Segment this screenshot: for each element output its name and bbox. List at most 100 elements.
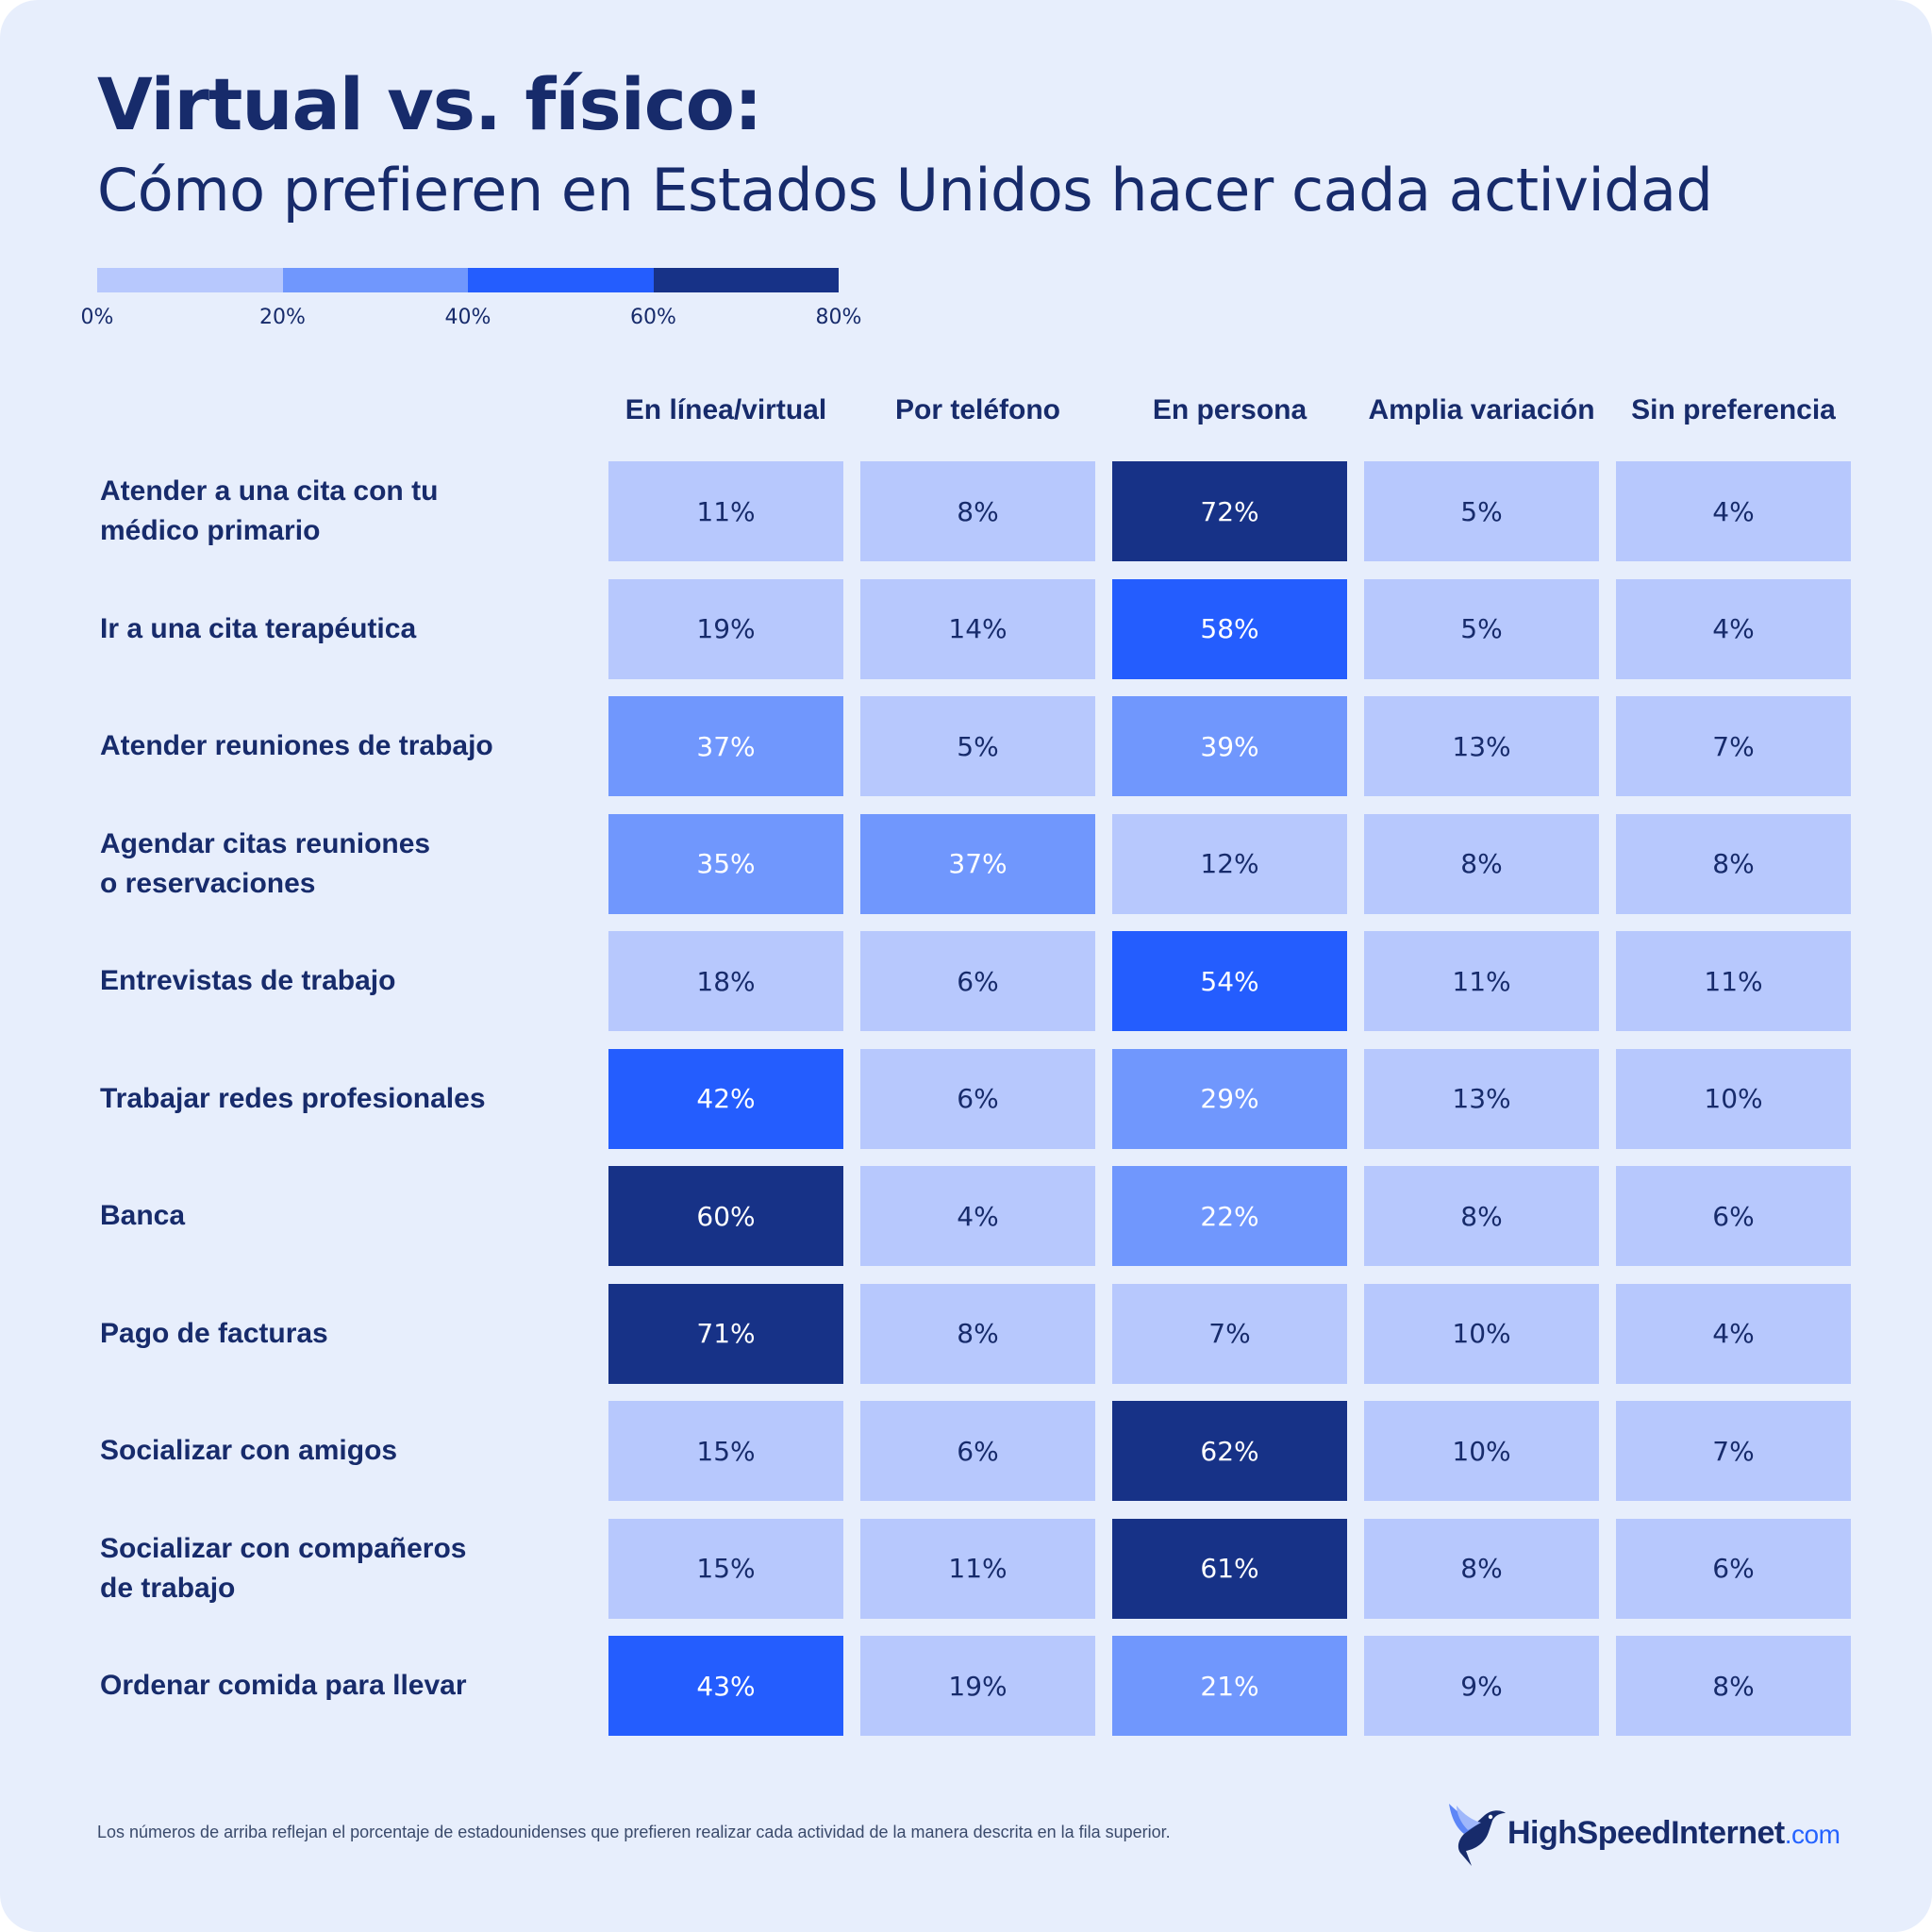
- heatmap-cell: 11%: [1364, 931, 1599, 1031]
- row-label: Socializar con compañeros de trabajo: [100, 1532, 467, 1604]
- cell-value-label: 4%: [957, 1200, 999, 1232]
- cell-value-label: 6%: [957, 1083, 999, 1114]
- legend-tick-label: 60%: [630, 306, 676, 329]
- heatmap-cell: 58%: [1112, 578, 1347, 679]
- cell-value-label: 72%: [1200, 495, 1259, 527]
- column-header: En línea/virtual: [625, 394, 827, 425]
- heatmap-cell: 15%: [608, 1401, 843, 1501]
- cell-value-label: 10%: [1452, 1435, 1511, 1467]
- cell-value-label: 11%: [696, 495, 756, 527]
- heatmap-cell: 7%: [1616, 1401, 1851, 1501]
- cell-value-label: 8%: [1712, 1670, 1755, 1702]
- footnote: Los números de arriba reflejan el porcen…: [97, 1823, 1171, 1841]
- heatmap-cell: 54%: [1112, 931, 1347, 1031]
- cell-value-label: 58%: [1200, 613, 1259, 644]
- cell-value-label: 29%: [1200, 1083, 1259, 1114]
- heatmap-cell: 62%: [1112, 1401, 1347, 1501]
- hummingbird-logo-icon: [1449, 1804, 1506, 1866]
- cell-value-label: 7%: [1712, 1435, 1755, 1467]
- row-label: Atender reuniones de trabajo: [100, 730, 493, 761]
- chart-subtitle: Cómo prefieren en Estados Unidos hacer c…: [97, 156, 1713, 225]
- legend-tick-label: 80%: [815, 306, 862, 329]
- cell-value-label: 4%: [1712, 1318, 1755, 1349]
- cell-value-label: 8%: [957, 1318, 999, 1349]
- heatmap-cell: 10%: [1364, 1283, 1599, 1384]
- heatmap-cell: 12%: [1112, 813, 1347, 914]
- cell-value-label: 7%: [1208, 1318, 1251, 1349]
- heatmap-cell: 39%: [1112, 696, 1347, 796]
- heatmap-cell: 8%: [1364, 813, 1599, 914]
- chart-title: Virtual vs. físico:: [97, 62, 762, 146]
- cell-value-label: 21%: [1200, 1670, 1259, 1702]
- row-label: Banca: [100, 1200, 186, 1231]
- legend-segment: [653, 268, 839, 292]
- heatmap-cell: 7%: [1112, 1283, 1347, 1384]
- heatmap-cell: 8%: [1364, 1518, 1599, 1619]
- brand-logo: HighSpeedInternet.com: [1447, 1794, 1853, 1870]
- row-label: Ordenar comida para llevar: [100, 1670, 467, 1701]
- cell-value-label: 61%: [1200, 1553, 1259, 1584]
- row-label: Entrevistas de trabajo: [100, 965, 396, 996]
- row-label: Agendar citas reuniones o reservaciones: [100, 827, 431, 899]
- heatmap-cell: 6%: [860, 931, 1095, 1031]
- cell-value-label: 14%: [948, 613, 1008, 644]
- cell-value-label: 54%: [1200, 965, 1259, 997]
- heatmap-cell: 4%: [1616, 461, 1851, 561]
- cell-value-label: 8%: [1460, 1553, 1503, 1584]
- heatmap-cell: 7%: [1616, 696, 1851, 796]
- heatmap-cell: 21%: [1112, 1636, 1347, 1736]
- cell-value-label: 60%: [696, 1200, 756, 1232]
- cell-value-label: 71%: [696, 1318, 756, 1349]
- cell-value-label: 4%: [1712, 613, 1755, 644]
- cell-value-label: 6%: [957, 965, 999, 997]
- heatmap-cell: 72%: [1112, 461, 1347, 561]
- heatmap-cell: 15%: [608, 1518, 843, 1619]
- cell-value-label: 13%: [1452, 730, 1511, 762]
- cell-value-label: 6%: [1712, 1200, 1755, 1232]
- cell-value-label: 43%: [696, 1670, 756, 1702]
- legend-tick-label: 40%: [444, 306, 491, 329]
- heatmap-cell: 6%: [1616, 1518, 1851, 1619]
- heatmap-cell: 6%: [860, 1401, 1095, 1501]
- column-header: En persona: [1152, 394, 1307, 425]
- cell-value-label: 8%: [1712, 848, 1755, 879]
- heatmap-cell: 60%: [608, 1166, 843, 1266]
- cell-value-label: 11%: [1704, 965, 1763, 997]
- heatmap-cell: 13%: [1364, 1048, 1599, 1149]
- cell-value-label: 7%: [1712, 730, 1755, 762]
- legend-segment: [97, 268, 283, 292]
- heatmap-cell: 19%: [608, 578, 843, 679]
- heatmap-cell: 61%: [1112, 1518, 1347, 1619]
- heatmap-cell: 5%: [1364, 578, 1599, 679]
- heatmap-cell: 5%: [1364, 461, 1599, 561]
- cell-value-label: 22%: [1200, 1200, 1259, 1232]
- heatmap-cell: 6%: [860, 1048, 1095, 1149]
- cell-value-label: 6%: [1712, 1553, 1755, 1584]
- cell-value-label: 11%: [1452, 965, 1511, 997]
- column-header: Sin preferencia: [1631, 394, 1836, 425]
- row-label: Atender a una cita con tu médico primari…: [100, 475, 439, 546]
- heatmap-cell: 8%: [1616, 813, 1851, 914]
- heatmap-cell: 37%: [860, 813, 1095, 914]
- heatmap-cell: 43%: [608, 1636, 843, 1736]
- legend-segment: [468, 268, 654, 292]
- heatmap-cell: 4%: [860, 1166, 1095, 1266]
- cell-value-label: 18%: [696, 965, 756, 997]
- heatmap-cell: 35%: [608, 813, 843, 914]
- cell-value-label: 15%: [696, 1553, 756, 1584]
- heatmap-cell: 22%: [1112, 1166, 1347, 1266]
- brand-name: HighSpeedInternet.com: [1507, 1815, 1840, 1852]
- heatmap-cell: 5%: [860, 696, 1095, 796]
- cell-value-label: 6%: [957, 1435, 999, 1467]
- cell-value-label: 5%: [1460, 495, 1503, 527]
- heatmap-cell: 8%: [860, 461, 1095, 561]
- row-label: Trabajar redes profesionales: [100, 1082, 486, 1114]
- heatmap-cell: 4%: [1616, 1283, 1851, 1384]
- cell-value-label: 10%: [1704, 1083, 1763, 1114]
- legend-segment: [282, 268, 468, 292]
- brand-name-text: HighSpeedInternet: [1507, 1815, 1785, 1851]
- cell-value-label: 15%: [696, 1435, 756, 1467]
- heatmap-cell: 4%: [1616, 578, 1851, 679]
- heatmap-cell: 14%: [860, 578, 1095, 679]
